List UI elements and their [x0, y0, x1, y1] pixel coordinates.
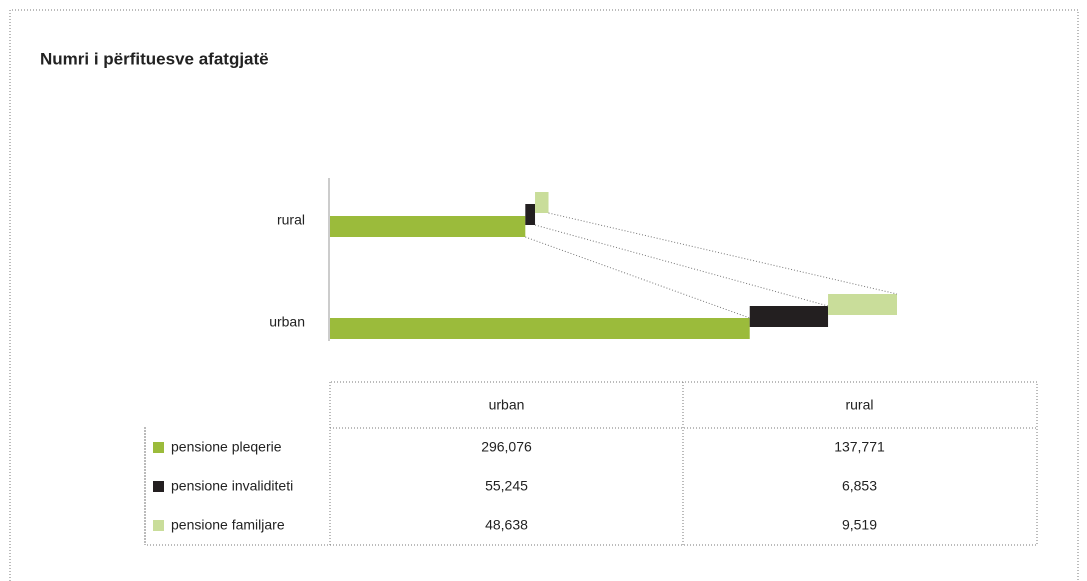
legend-swatch — [153, 481, 164, 492]
legend-label: pensione familjare — [171, 517, 285, 533]
legend-swatch — [153, 442, 164, 453]
legend-label: pensione invaliditeti — [171, 478, 293, 494]
chart-title: Numri i përfituesve afatgjatë — [40, 49, 269, 68]
bar — [828, 294, 897, 315]
legend-swatch — [153, 520, 164, 531]
frame — [9, 9, 1079, 581]
connector-line — [525, 236, 750, 319]
table-cell: 6,853 — [842, 478, 877, 494]
table-cell: 137,771 — [834, 439, 885, 455]
table-header: rural — [845, 397, 873, 413]
bar — [525, 204, 536, 225]
connector-line — [534, 224, 829, 307]
table-header: urban — [489, 397, 525, 413]
bar — [535, 192, 549, 213]
bar — [330, 318, 750, 339]
connector-line — [548, 212, 898, 295]
category-label: rural — [277, 212, 305, 228]
legend-label: pensione pleqerie — [171, 439, 282, 455]
blank-cell — [144, 381, 329, 427]
table-frame — [144, 381, 1038, 546]
bar — [749, 306, 829, 327]
table-cell: 55,245 — [485, 478, 528, 494]
table-cell: 296,076 — [481, 439, 532, 455]
category-label: urban — [269, 314, 305, 330]
table-cell: 9,519 — [842, 517, 877, 533]
bar — [330, 216, 526, 237]
table-cell: 48,638 — [485, 517, 528, 533]
